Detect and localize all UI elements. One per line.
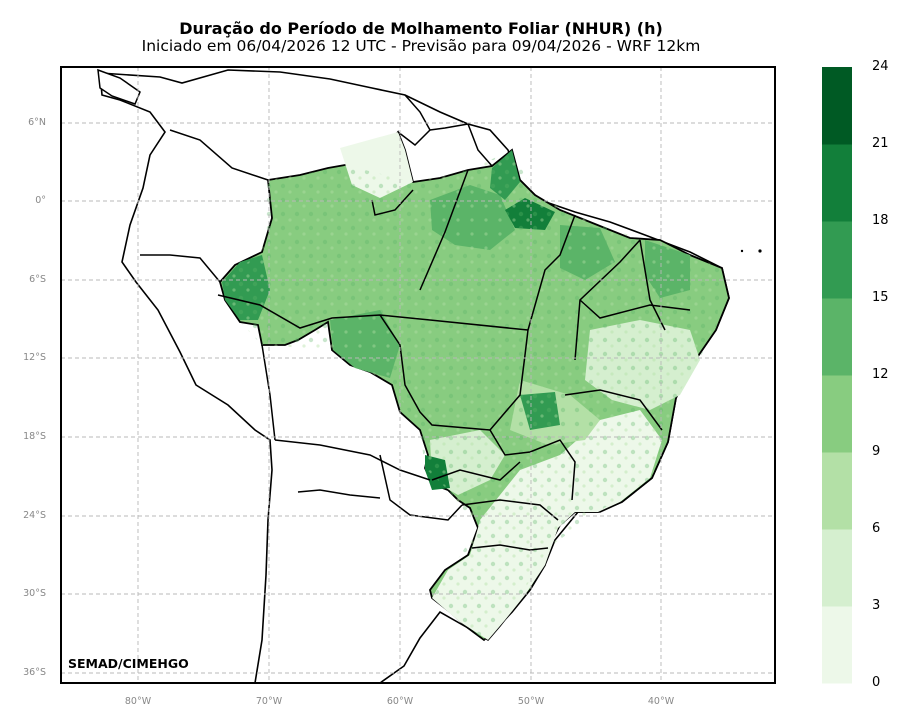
zone-texture [220, 150, 722, 640]
colorbar-segment [822, 375, 852, 453]
colorbar-tick-label: 3 [872, 598, 881, 613]
map-area [61, 67, 775, 683]
graticule [61, 67, 775, 683]
colorbar-segment [822, 67, 852, 145]
map-subtitle: Iniciado em 06/04/2026 12 UTC - Previsão… [141, 37, 701, 55]
lon-tick-label: 80°W [124, 696, 152, 707]
map-frame [60, 66, 776, 684]
country-borders [140, 94, 493, 521]
colorbar-tick-label: 9 [872, 444, 881, 459]
lon-tick-label: 50°W [517, 696, 545, 707]
lat-tick-label: 6°S [29, 274, 46, 285]
colorbar-segment [822, 144, 852, 222]
colorbar-segment [822, 529, 852, 607]
colorbar-tick-label: 12 [872, 367, 889, 382]
colorbar-tick-label: 21 [872, 136, 889, 151]
colorbar-segment [822, 298, 852, 376]
colorbar-tick-label: 15 [872, 290, 889, 305]
lon-tick-label: 40°W [647, 696, 675, 707]
colorbar-segment [822, 221, 852, 299]
credit-label: SEMAD/CIMEHGO [68, 656, 189, 671]
lat-tick-label: 0° [35, 195, 46, 206]
colorbar-tick-label: 6 [872, 521, 881, 536]
state-borders [217, 169, 691, 551]
colorbar-segment [822, 452, 852, 530]
colorbar-tick-label: 0 [872, 675, 881, 690]
lat-tick-label: 30°S [23, 588, 46, 599]
lat-tick-label: 36°S [23, 667, 46, 678]
central-america-outline [97, 68, 141, 105]
colorbar-tick-label: 18 [872, 213, 889, 228]
lat-tick-label: 12°S [23, 352, 46, 363]
map-title: Duração do Período de Molhamento Foliar … [179, 19, 663, 38]
island-marker [758, 249, 762, 253]
colorbar-segment [822, 606, 852, 684]
lon-tick-label: 60°W [386, 696, 414, 707]
lat-tick-label: 24°S [23, 510, 46, 521]
lat-tick-label: 18°S [23, 431, 46, 442]
island-marker [740, 249, 744, 253]
colorbar [822, 67, 852, 684]
colorbar-tick-label: 24 [872, 59, 889, 74]
lat-tick-label: 6°N [28, 117, 46, 128]
lon-tick-label: 70°W [255, 696, 283, 707]
